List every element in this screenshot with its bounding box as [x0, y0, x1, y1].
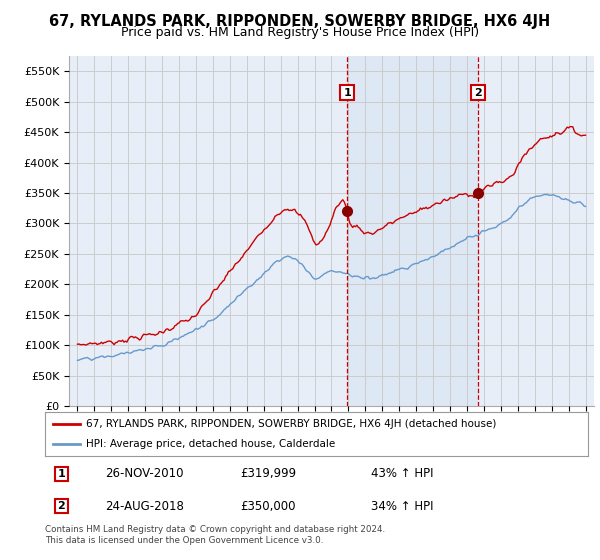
Text: Contains HM Land Registry data © Crown copyright and database right 2024.
This d: Contains HM Land Registry data © Crown c…: [45, 525, 385, 545]
Text: 26-NOV-2010: 26-NOV-2010: [105, 468, 183, 480]
Text: 67, RYLANDS PARK, RIPPONDEN, SOWERBY BRIDGE, HX6 4JH (detached house): 67, RYLANDS PARK, RIPPONDEN, SOWERBY BRI…: [86, 419, 496, 429]
Text: 1: 1: [58, 469, 65, 479]
Text: 24-AUG-2018: 24-AUG-2018: [105, 500, 184, 512]
Bar: [347, 56, 478, 406]
Text: 43% ↑ HPI: 43% ↑ HPI: [371, 468, 433, 480]
Text: 2: 2: [58, 501, 65, 511]
Text: £350,000: £350,000: [241, 500, 296, 512]
Text: £319,999: £319,999: [241, 468, 296, 480]
Text: 2: 2: [474, 87, 482, 97]
Text: HPI: Average price, detached house, Calderdale: HPI: Average price, detached house, Cald…: [86, 439, 335, 449]
Text: 34% ↑ HPI: 34% ↑ HPI: [371, 500, 433, 512]
Text: Price paid vs. HM Land Registry's House Price Index (HPI): Price paid vs. HM Land Registry's House …: [121, 26, 479, 39]
Text: 67, RYLANDS PARK, RIPPONDEN, SOWERBY BRIDGE, HX6 4JH: 67, RYLANDS PARK, RIPPONDEN, SOWERBY BRI…: [49, 14, 551, 29]
Text: 1: 1: [343, 87, 351, 97]
